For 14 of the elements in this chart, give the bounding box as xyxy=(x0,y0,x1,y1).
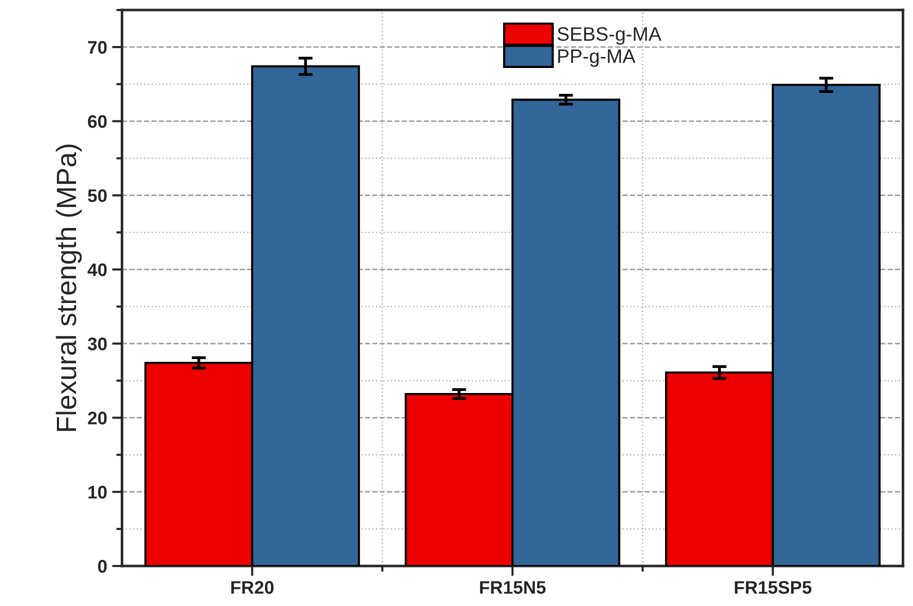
x-tick-label: FR15SP5 xyxy=(734,581,812,594)
y-tick-label: 70 xyxy=(88,41,107,54)
legend-label: SEBS-g-MA xyxy=(558,27,662,45)
y-tick-label: 10 xyxy=(88,486,107,499)
y-tick-label: 50 xyxy=(88,189,107,202)
x-tick-label: FR20 xyxy=(231,581,274,594)
y-tick-label: 20 xyxy=(88,412,107,424)
y-axis-title: Flexural strength (MPa) xyxy=(56,144,82,431)
y-tick-label: 40 xyxy=(88,263,107,276)
x-tick-label: FR15N5 xyxy=(480,581,546,594)
y-tick-label: 0 xyxy=(98,560,107,573)
y-tick-label: 30 xyxy=(88,338,107,350)
y-tick-label: 60 xyxy=(88,115,107,128)
legend-label: PP-g-MA xyxy=(558,50,636,67)
